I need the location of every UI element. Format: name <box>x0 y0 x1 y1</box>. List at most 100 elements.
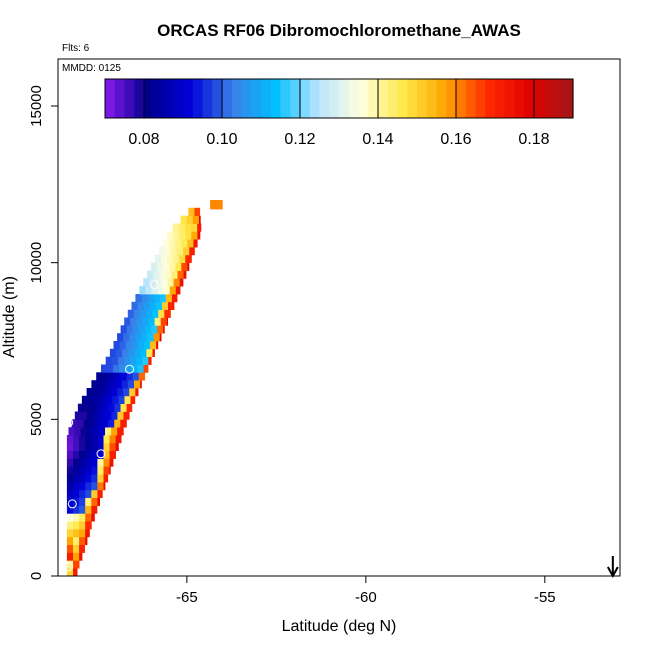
colorbar-swatch <box>300 79 311 118</box>
heatmap-cell <box>97 489 103 498</box>
colorbar-tick-label: 0.12 <box>284 131 315 148</box>
heatmap-cell <box>73 568 78 577</box>
colorbar-swatch <box>387 79 399 118</box>
heatmap-cell <box>73 513 80 522</box>
colorbar-swatch <box>251 79 262 118</box>
heatmap-cell <box>143 364 149 373</box>
colorbar-swatch <box>290 79 301 118</box>
x-tick-label: -55 <box>534 589 556 606</box>
colorbar-swatch <box>134 79 145 118</box>
heatmap-cell <box>97 458 104 467</box>
colorbar-swatch <box>319 79 330 118</box>
heatmap-cell <box>91 466 98 475</box>
heatmap-cell <box>98 388 106 397</box>
x-axis-label: Latitude (deg N) <box>282 618 397 635</box>
heatmap-cell <box>103 474 109 483</box>
heatmap-cell <box>186 215 194 224</box>
heatmap-cell <box>103 458 110 467</box>
heatmap-cell <box>103 450 110 459</box>
heatmap-cell <box>91 474 98 483</box>
heatmap-cell <box>79 505 86 514</box>
heatmap-cell <box>115 435 122 444</box>
heatmap-cell <box>120 419 127 428</box>
heatmap-cell <box>111 427 118 436</box>
heatmap-cell <box>77 403 85 412</box>
heatmap-cell <box>73 536 80 545</box>
heatmap-cell <box>80 427 88 436</box>
heatmap-cell <box>111 356 119 365</box>
heatmap-cell <box>165 270 172 279</box>
heatmap-cell <box>187 262 190 271</box>
heatmap-cell <box>127 380 135 389</box>
heatmap-cell <box>143 278 150 287</box>
colorbar-swatch <box>261 79 272 118</box>
colorbar-swatch <box>563 79 574 118</box>
heatmap-cell <box>77 419 85 428</box>
colorbar-swatch <box>534 79 545 118</box>
heatmap-cell <box>150 341 157 350</box>
heatmap-cell <box>131 301 138 310</box>
heatmap-cell <box>97 482 104 491</box>
heatmap-cell <box>175 286 181 295</box>
heatmap-cell <box>193 239 198 248</box>
colorbar-swatch <box>114 79 126 118</box>
heatmap-cell <box>117 388 124 397</box>
colorbar-swatch <box>446 79 457 118</box>
heatmap-cell <box>73 435 80 444</box>
heatmap-cell <box>79 458 86 467</box>
heatmap-cell <box>155 301 163 310</box>
colorbar-swatch <box>553 79 564 118</box>
heatmap-cell <box>148 317 156 326</box>
heatmap-cell <box>126 325 134 334</box>
heatmap-cell <box>167 231 174 240</box>
heatmap-cell <box>73 482 80 491</box>
heatmap-cell <box>167 278 174 287</box>
heatmap-cell <box>169 262 176 271</box>
heatmap-cell <box>145 286 152 295</box>
heatmap-cell <box>79 529 86 538</box>
colorbar-swatch <box>465 79 476 118</box>
heatmap-cell <box>101 364 108 373</box>
colorbar-swatch <box>105 79 116 118</box>
heatmap-cell <box>98 427 106 436</box>
heatmap-cell <box>79 442 86 451</box>
chart-title: ORCAS RF06 Dibromochloromethane_AWAS <box>157 21 521 40</box>
heatmap-cell <box>97 474 104 483</box>
heatmap-cell <box>89 419 97 428</box>
heatmap-cell <box>83 419 91 428</box>
heatmap-cell <box>103 482 106 491</box>
heatmap-cell <box>91 513 95 522</box>
heatmap-cell <box>93 411 100 420</box>
heatmap-cell <box>124 317 131 326</box>
heatmap-cell <box>162 239 170 248</box>
colorbar-swatch <box>153 79 165 118</box>
heatmap-cell <box>123 411 130 420</box>
heatmap-cell <box>85 458 92 467</box>
heatmap-cell <box>73 466 80 475</box>
heatmap-cell <box>97 450 104 459</box>
heatmap-cell <box>107 364 114 373</box>
heatmap-cell <box>97 435 104 444</box>
heatmap-cell <box>142 317 149 326</box>
heatmap-cell <box>120 325 128 334</box>
heatmap-cell <box>156 341 159 350</box>
heatmap-cell <box>79 450 86 459</box>
colorbar-swatch <box>378 79 389 118</box>
heatmap-cell <box>162 301 169 310</box>
heatmap-cell <box>117 411 124 420</box>
heatmap-cell <box>185 223 192 232</box>
heatmap-cell <box>109 435 116 444</box>
heatmap-cell <box>140 380 142 389</box>
heatmap-cell <box>91 458 98 467</box>
colorbar-swatch <box>475 79 486 118</box>
heatmap-cell <box>109 450 116 459</box>
heatmap-cell <box>134 380 141 389</box>
heatmap-cell <box>197 223 202 232</box>
heatmap-cell <box>96 403 103 412</box>
heatmap-cell <box>136 356 143 365</box>
heatmap-cell <box>97 442 104 451</box>
heatmap-cell <box>215 200 223 210</box>
heatmap-cell <box>123 388 130 397</box>
colorbar-tick-label: 0.08 <box>128 131 159 148</box>
